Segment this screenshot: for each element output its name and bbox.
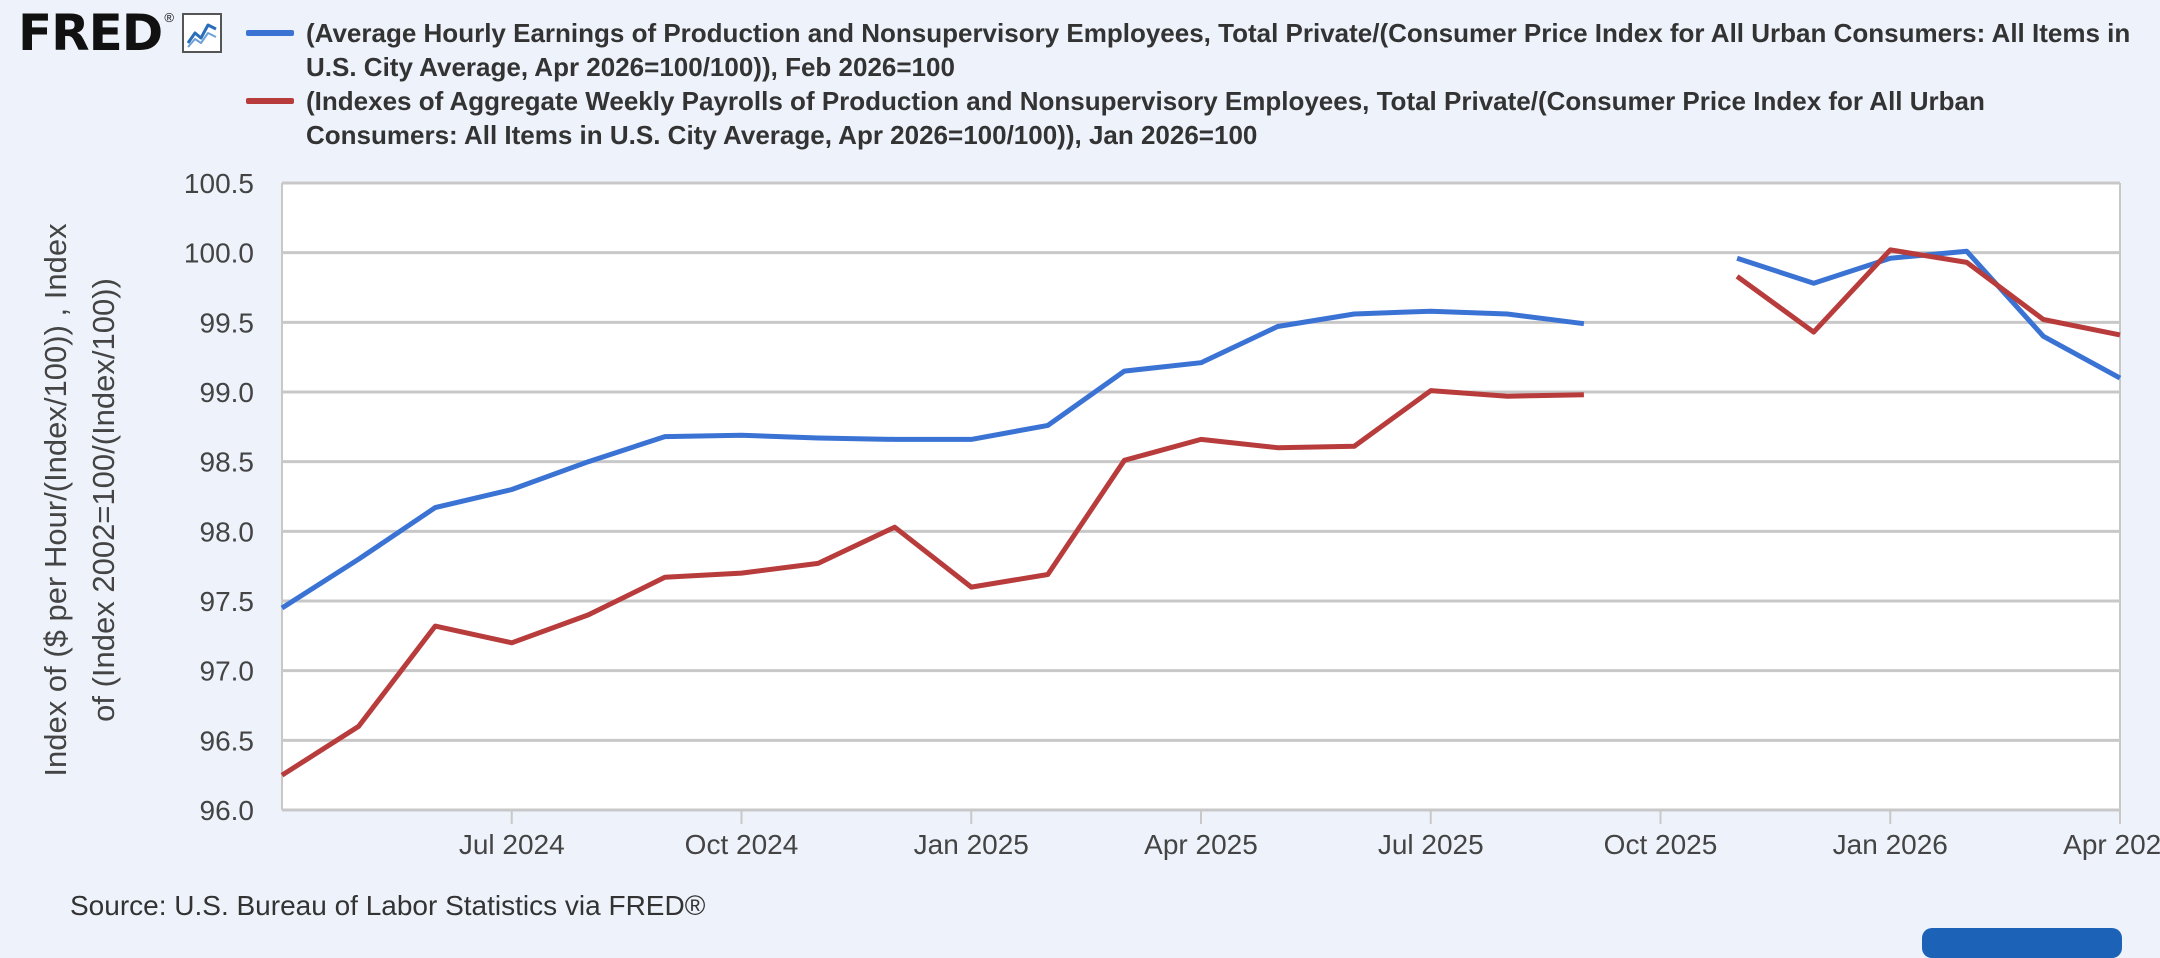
series-lines (280, 247, 2122, 778)
download-button[interactable] (1922, 928, 2122, 958)
x-tick-label: Oct 2024 (685, 829, 799, 860)
series-line-payrolls[interactable] (280, 388, 1584, 778)
x-tick-label: Apr 2025 (1144, 829, 1258, 860)
source-note: Source: U.S. Bureau of Labor Statistics … (70, 890, 706, 921)
y-tick-labels: 100.5 100.0 99.5 99.0 98.5 98.0 97.5 97.0 96.5 96… (184, 168, 254, 826)
registered-mark: ® (164, 10, 174, 25)
y-tick-label: 99.0 (200, 377, 255, 408)
x-tick-label: Jan 2025 (914, 829, 1029, 860)
y-tick-label: 100.0 (184, 238, 254, 269)
legend-swatch-payrolls (246, 98, 294, 104)
x-tick-label: Jul 2025 (1378, 829, 1484, 860)
y-tick-label: 98.5 (200, 447, 255, 478)
x-tick-label: Jan 2026 (1833, 829, 1948, 860)
x-ticks: Jul 2024 Oct 2024 Jan 2025 Apr 2025 Jul 2025… (459, 810, 2160, 860)
y-axis-label-line-2: of (Index 2002=100/(Index/100)) (86, 278, 121, 722)
legend-label-payrolls: (Indexes of Aggregate Weekly Payrolls of… (306, 86, 1985, 150)
series-line-payrolls[interactable] (1735, 247, 2121, 338)
legend-label-earnings: (Average Hourly Earnings of Production a… (306, 18, 2131, 82)
line-chart-icon (181, 13, 222, 53)
fred-logo[interactable]: FRED ® (18, 6, 222, 60)
plot-area (282, 183, 2120, 810)
y-tick-label: 97.0 (200, 656, 255, 687)
line-chart: 100.5 100.0 99.5 99.0 98.5 98.0 97.5 97.0 96.5 96… (38, 168, 2160, 860)
y-tick-label: 98.0 (200, 516, 255, 547)
legend-swatch-earnings (246, 30, 294, 36)
series-line-earnings[interactable] (280, 308, 1585, 611)
y-tick-label: 96.5 (200, 725, 255, 756)
x-tick-label: Apr 2026 (2063, 829, 2160, 860)
y-tick-label: 99.5 (200, 307, 255, 338)
y-tick-label: 100.5 (184, 168, 254, 199)
y-tick-label: 96.0 (200, 795, 255, 826)
fred-logo-text: FRED (18, 4, 163, 62)
x-tick-label: Oct 2025 (1604, 829, 1718, 860)
y-tick-label: 97.5 (200, 586, 255, 617)
x-tick-label: Jul 2024 (459, 829, 565, 860)
y-axis-label-line-1: Index of ($ per Hour/(Index/100)) , Inde… (38, 223, 73, 777)
